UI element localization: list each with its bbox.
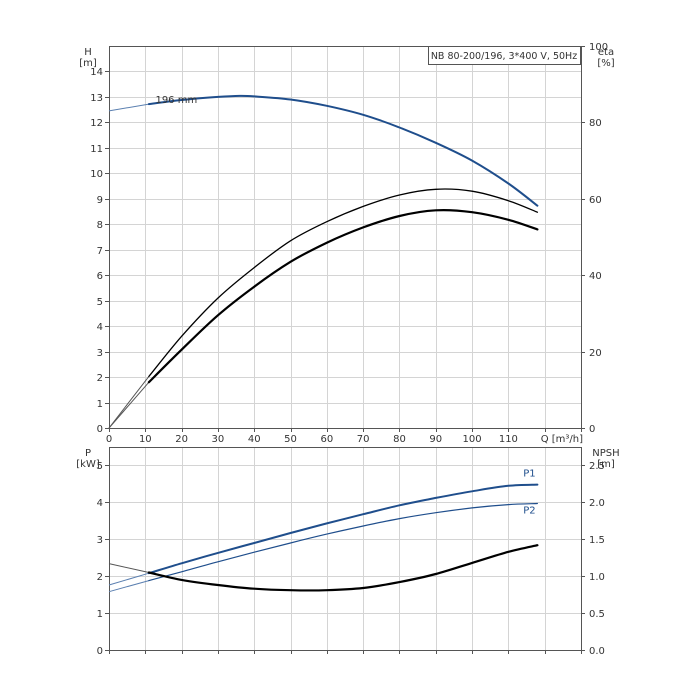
top-y-tick-label: 2 [97,373,103,384]
top-y2-tick-label: 40 [589,271,602,282]
top-y-tick-label: 4 [97,322,103,333]
bottom-y2-axis-label: [m] [597,459,615,470]
bottom-series-0-extension [108,572,150,586]
x-tick-label: 100 [463,434,482,445]
top-series-0 [108,94,539,207]
bottom-y2-tick-label: 0.0 [589,646,605,657]
bottom-y2-axis-label: NPSH [592,448,619,459]
bottom-y2-tick-label: 1.5 [589,535,605,546]
bottom-y2-tick-label: 1.0 [589,572,605,583]
top-y2-tick-label: 20 [589,348,602,359]
top-y-tick-label: 3 [97,348,103,359]
top-series-1 [108,188,539,429]
top-y-tick-label: 7 [97,246,103,257]
x-tick-label: 50 [284,434,297,445]
top-y-tick-label: 14 [90,67,103,78]
bottom-y2-tick-label: 0.5 [589,609,605,620]
x-tick-label: 20 [175,434,188,445]
top-y-tick-label: 1 [97,399,103,410]
top-plot-frame [109,46,582,429]
x-tick-label: 90 [429,434,442,445]
top-y-tick-label: 9 [97,195,103,206]
power-npsh-panel: 0 1 2 3 4 5 0.0 0.5 1.0 1.5 2.0 2.5 P[kW] NPSH[m] P1 P2 [76,447,620,657]
bottom-y-tick-label: 4 [97,498,103,509]
x-tick-label: 80 [393,434,406,445]
curve-annotation: 196 mm [155,95,197,106]
bottom-series-0-line [147,483,539,575]
top-series-0-line [147,94,539,207]
top-series-0-extension [108,103,149,112]
top-y-axis-label: [m] [79,58,97,69]
top-y-tick-label: 10 [90,169,103,180]
top-y2-tick-label: 60 [589,195,602,206]
bottom-series-2-extension [108,563,150,573]
bottom-y2-tick-label: 2.5 [589,461,605,472]
x-tick-label: 40 [248,434,261,445]
x-tick-label: 60 [320,434,333,445]
top-y2-tick-label: 100 [589,42,608,53]
top-series-1-extension [108,376,150,429]
bottom-series-2 [108,544,539,592]
top-y-tick-label: 5 [97,297,103,308]
bottom-y-tick-label: 5 [97,461,103,472]
bottom-y-tick-label: 0 [97,646,103,657]
title-box [428,46,581,65]
top-y-tick-label: 12 [90,118,103,129]
bottom-y-tick-label: 2 [97,572,103,583]
x-tick-label: 110 [499,434,518,445]
x-tick-label: 30 [212,434,225,445]
bottom-series-1: P2 [108,502,538,593]
x-tick-label: 70 [357,434,370,445]
bottom-y-tick-label: 1 [97,609,103,620]
top-y2-axis-label: [%] [597,58,614,69]
top-y-axis-label: H [84,47,92,58]
bottom-series-2-line [147,544,539,592]
top-y-tick-label: 6 [97,271,103,282]
bottom-series-0: P1 [108,469,539,586]
top-y-tick-label: 13 [90,93,103,104]
top-series-2-extension [108,381,150,429]
top-y-tick-label: 11 [90,144,103,155]
bottom-y2-tick-label: 2.0 [589,498,605,509]
bottom-series-label: P2 [523,505,535,516]
top-y-tick-label: 8 [97,220,103,231]
top-y-tick-label: 0 [97,424,103,435]
x-tick-label: 10 [139,434,152,445]
bottom-y-tick-label: 3 [97,535,103,546]
bottom-series-1-extension [108,580,150,593]
top-series-2-line [147,208,539,384]
bottom-y-axis-label: P [85,448,91,459]
top-y2-tick-label: 0 [589,424,595,435]
bottom-y-axis-label: [kW] [76,459,100,470]
x-axis-label: Q [m³/h] [541,434,583,445]
top-series-1-line [148,188,539,378]
chart-title: NB 80-200/196, 3*400 V, 50Hz [431,51,577,62]
bottom-series-1-line [148,502,538,582]
top-y2-tick-label: 80 [589,118,602,129]
top-y2-axis-label: eta [598,47,614,58]
x-tick-label: 0 [106,434,112,445]
bottom-plot-frame [109,447,582,651]
bottom-grid [109,447,582,651]
bottom-series-label: P1 [523,469,535,480]
top-series-2 [108,208,539,429]
